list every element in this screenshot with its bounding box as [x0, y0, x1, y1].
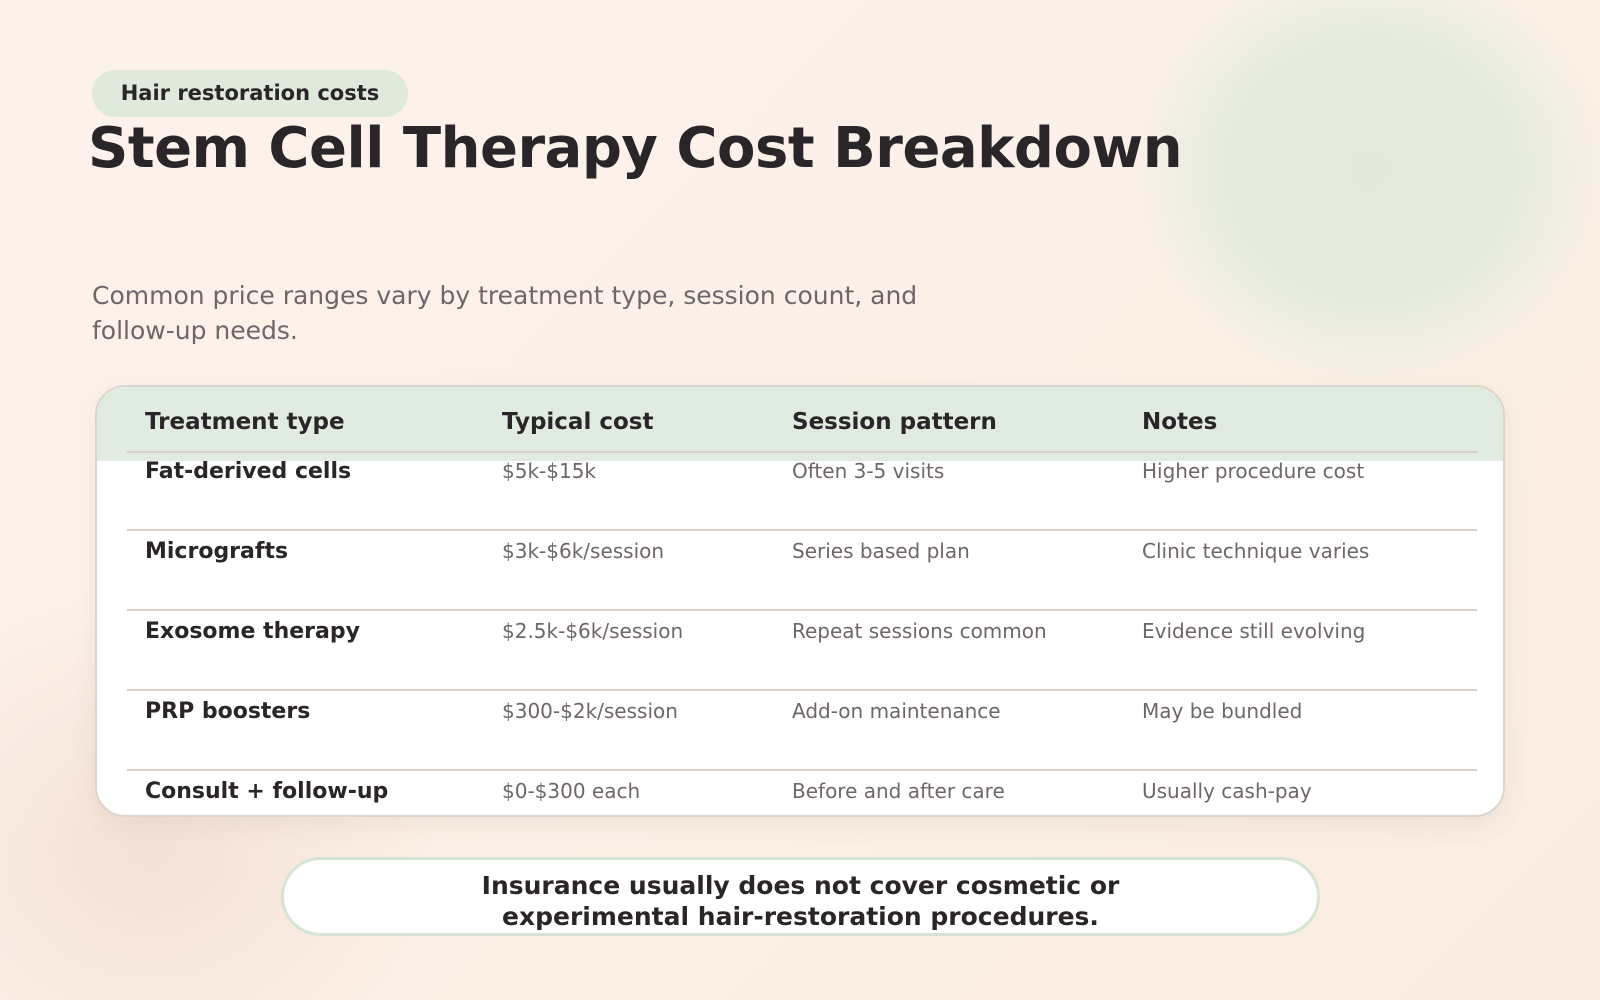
table-cell: Add-on maintenance	[792, 699, 1001, 723]
table-cell: $5k-$15k	[502, 459, 597, 483]
subtitle: Common price ranges vary by treatment ty…	[92, 281, 918, 345]
header-cell: Typical cost	[502, 409, 654, 435]
row-divider	[127, 689, 1477, 691]
table-cell: Evidence still evolving	[1142, 619, 1366, 643]
row-label: PRP boosters	[145, 699, 311, 724]
row-divider	[127, 451, 1477, 453]
row-label: Fat-derived cells	[145, 459, 352, 484]
table-cell: $0-$300 each	[502, 779, 641, 803]
row-label: Micrografts	[145, 539, 289, 564]
row-label: Consult + follow-up	[145, 779, 389, 804]
table-cell: Repeat sessions common	[792, 619, 1047, 643]
title: Stem Cell Therapy Cost Breakdown	[88, 116, 1183, 181]
table-cell: Often 3-5 visits	[792, 459, 945, 483]
table-cell: Usually cash-pay	[1142, 779, 1312, 803]
tag: Hair restoration costs	[92, 70, 408, 117]
table-cell: Series based plan	[792, 539, 970, 563]
table-cell: Higher procedure cost	[1142, 459, 1365, 483]
table-cell: $300-$2k/session	[502, 699, 678, 723]
table-cell: May be bundled	[1142, 699, 1303, 723]
table-cell: Before and after care	[792, 779, 1005, 803]
table-cell: $2.5k-$6k/session	[502, 619, 684, 643]
table-header	[97, 387, 1503, 461]
header-cell: Notes	[1142, 409, 1218, 435]
row-label: Exosome therapy	[145, 619, 360, 644]
table-cell: $3k-$6k/session	[502, 539, 665, 563]
row-divider	[127, 609, 1477, 611]
table-cell: Clinic technique varies	[1142, 539, 1370, 563]
row-divider	[127, 529, 1477, 531]
table-card: Treatment type Typical cost Session patter…	[95, 385, 1505, 817]
header-cell: Treatment type	[145, 409, 345, 435]
note: Insurance usually does not cover cosmeti…	[281, 857, 1320, 936]
header-cell: Session pattern	[792, 409, 997, 435]
row-divider	[127, 769, 1477, 771]
